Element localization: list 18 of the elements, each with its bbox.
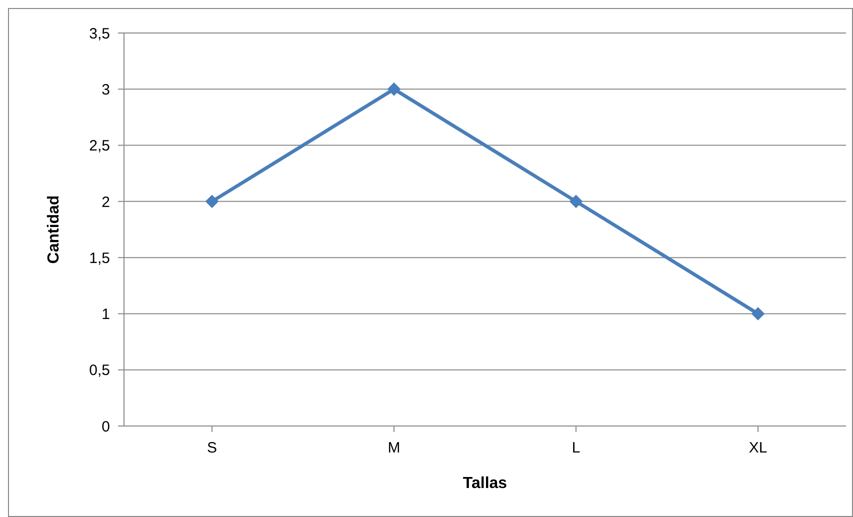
x-tick-label: XL bbox=[748, 440, 768, 457]
y-tick-label: 2 bbox=[102, 194, 110, 211]
y-tick-label: 3,5 bbox=[89, 25, 110, 42]
point bbox=[752, 307, 764, 320]
y-tick-label: 2,5 bbox=[89, 138, 110, 155]
x-tick-label: S bbox=[206, 440, 218, 457]
y-axis-title: Cantidad bbox=[46, 195, 63, 264]
point bbox=[570, 194, 582, 208]
y-tick-label: 0 bbox=[102, 418, 110, 436]
point bbox=[206, 194, 218, 208]
y-tick-label: 1,5 bbox=[89, 250, 110, 267]
x-tick-label: M bbox=[388, 440, 400, 457]
x-axis-title: Tallas bbox=[462, 475, 508, 492]
y-tick-label: 1 bbox=[102, 306, 110, 324]
x-tick-label: L bbox=[572, 440, 580, 457]
y-tick-label: 0,5 bbox=[89, 362, 110, 380]
y-tick-label: 3 bbox=[102, 81, 110, 98]
point bbox=[388, 82, 400, 96]
